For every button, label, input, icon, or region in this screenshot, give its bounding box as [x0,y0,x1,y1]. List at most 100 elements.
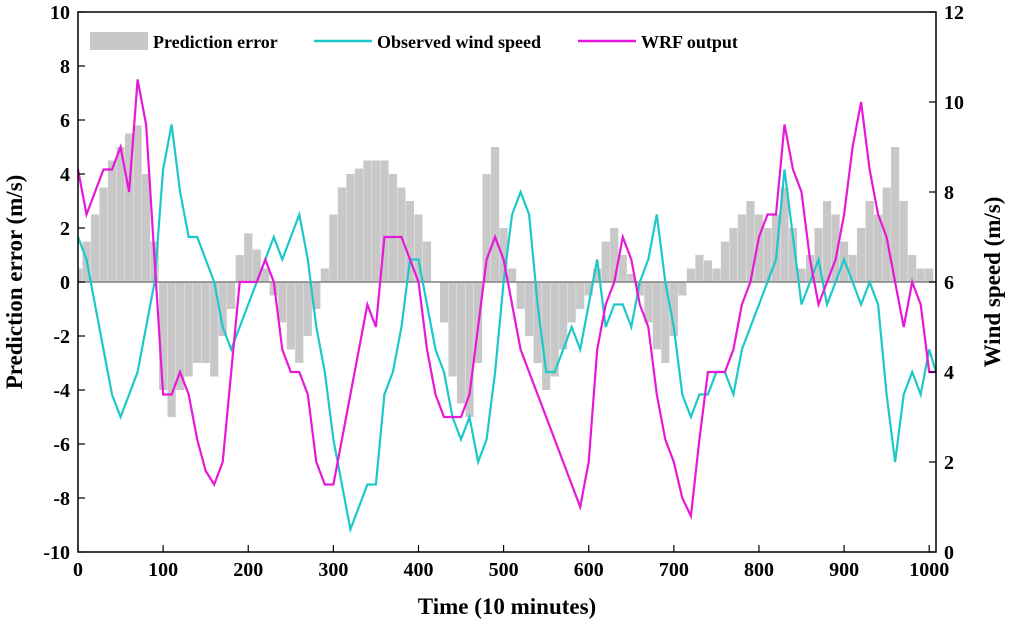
prediction-error-bar [712,268,721,282]
legend-label-observed: Observed wind speed [377,32,541,52]
prediction-error-bar [346,174,355,282]
right-y-tick-label: 4 [944,362,954,384]
left-y-tick-label: 6 [60,110,70,132]
legend: Prediction error Observed wind speed WRF… [90,32,738,52]
prediction-error-bar [235,255,244,282]
prediction-error-bar [525,282,534,336]
prediction-error-bar [593,268,602,282]
prediction-error-bar [380,160,389,282]
prediction-error-bar [456,282,466,404]
prediction-error-bar [669,282,678,336]
left-y-tick-label: 4 [60,164,70,186]
right-y-tick-label: 12 [944,2,964,24]
prediction-error-bar [678,282,687,296]
left-y-tick-label: -8 [53,488,70,510]
right-y-tick-label: 8 [944,182,954,204]
prediction-error-bar [661,282,670,363]
prediction-error-bar [737,214,747,282]
x-tick-label: 400 [403,559,433,581]
x-axis-title: Time (10 minutes) [418,594,596,619]
prediction-error-bar [244,233,253,282]
prediction-error-bar [176,282,185,390]
prediction-error-bar [601,241,610,282]
prediction-error-bar [184,282,193,377]
prediction-error-bar [133,125,142,283]
prediction-error-bar [388,174,398,282]
prediction-error-bar [78,268,83,282]
legend-label-wrf: WRF output [641,32,738,52]
prediction-error-bar [822,201,832,282]
prediction-error-bar [159,282,168,390]
left-y-tick-label: -6 [53,434,70,456]
prediction-error-bar [584,282,593,296]
prediction-error-bar [576,282,585,309]
x-tick-label: 500 [489,559,519,581]
prediction-error-bar [720,241,729,282]
prediction-error-bar [644,282,653,323]
prediction-error-bar [303,282,312,336]
right-y-tick-label: 6 [944,272,954,294]
prediction-error-bar [320,268,329,282]
x-tick-label: 300 [318,559,348,581]
prediction-error-bar [90,214,100,282]
legend-swatch-prediction-error [90,32,148,50]
prediction-error-bar [916,268,925,282]
left-y-axis-title: Prediction error (m/s) [2,175,27,390]
prediction-error-bar [329,214,338,282]
right-y-tick-label: 10 [944,92,964,114]
prediction-error-bar [695,255,704,282]
left-y-tick-label: 2 [60,218,70,240]
prediction-error-bar [686,268,695,282]
prediction-error-bar [465,282,474,417]
x-tick-label: 700 [659,559,689,581]
prediction-error-bar [227,282,236,309]
wrf-output-line [76,79,936,520]
prediction-error-bar [516,282,525,309]
prediction-error-bar [831,214,840,282]
prediction-error-bar [848,255,857,282]
prediction-error-bar [797,268,806,282]
prediction-error-bar [124,133,134,282]
prediction-error-bar [891,147,900,282]
prediction-error-bar [490,147,500,282]
prediction-error-bar [533,282,542,363]
prediction-error-bar [448,282,457,377]
prediction-error-bar [142,174,151,282]
right-y-axis-ticks: 0 2 4 6 8 10 12 [929,2,964,564]
prediction-error-bar [397,187,406,282]
prediction-error-bar [312,282,321,309]
x-tick-label: 800 [744,559,774,581]
prediction-error-bar [363,160,372,282]
prediction-error-bar [354,168,363,282]
left-y-tick-label: 10 [50,2,70,24]
prediction-error-bar [908,255,917,282]
x-tick-label: 0 [73,559,83,581]
left-y-tick-label: 0 [60,272,70,294]
legend-label-prediction-error: Prediction error [153,32,278,52]
prediction-error-bar [703,260,712,282]
prediction-error-bar [559,282,568,350]
prediction-error-bar [874,214,883,282]
prediction-error-bar [925,268,934,282]
right-y-tick-label: 0 [944,542,954,564]
prediction-error-bar [550,282,559,377]
right-y-axis-title: Wind speed (m/s) [980,197,1005,368]
prediction-error-bar [201,282,210,363]
prediction-error-bar [899,201,908,282]
prediction-error-bar [414,214,423,282]
prediction-error-bar [780,187,789,282]
x-axis-ticks: 0 100 200 300 400 500 600 700 800 900 1000 [73,545,949,581]
prediction-error-bar [405,201,415,282]
prediction-error-bar [167,282,176,417]
prediction-error-bar [788,228,798,282]
prediction-error-bar [763,228,772,282]
prediction-error-bar [618,255,627,282]
prediction-error-bar [746,201,755,282]
prediction-error-bar [286,282,295,350]
prediction-error-bar [193,282,202,363]
prediction-error-bar [337,187,346,282]
left-y-tick-label: -4 [53,380,70,402]
prediction-error-bar [107,160,117,282]
prediction-error-bar [754,214,764,282]
prediction-error-bar [635,282,644,296]
